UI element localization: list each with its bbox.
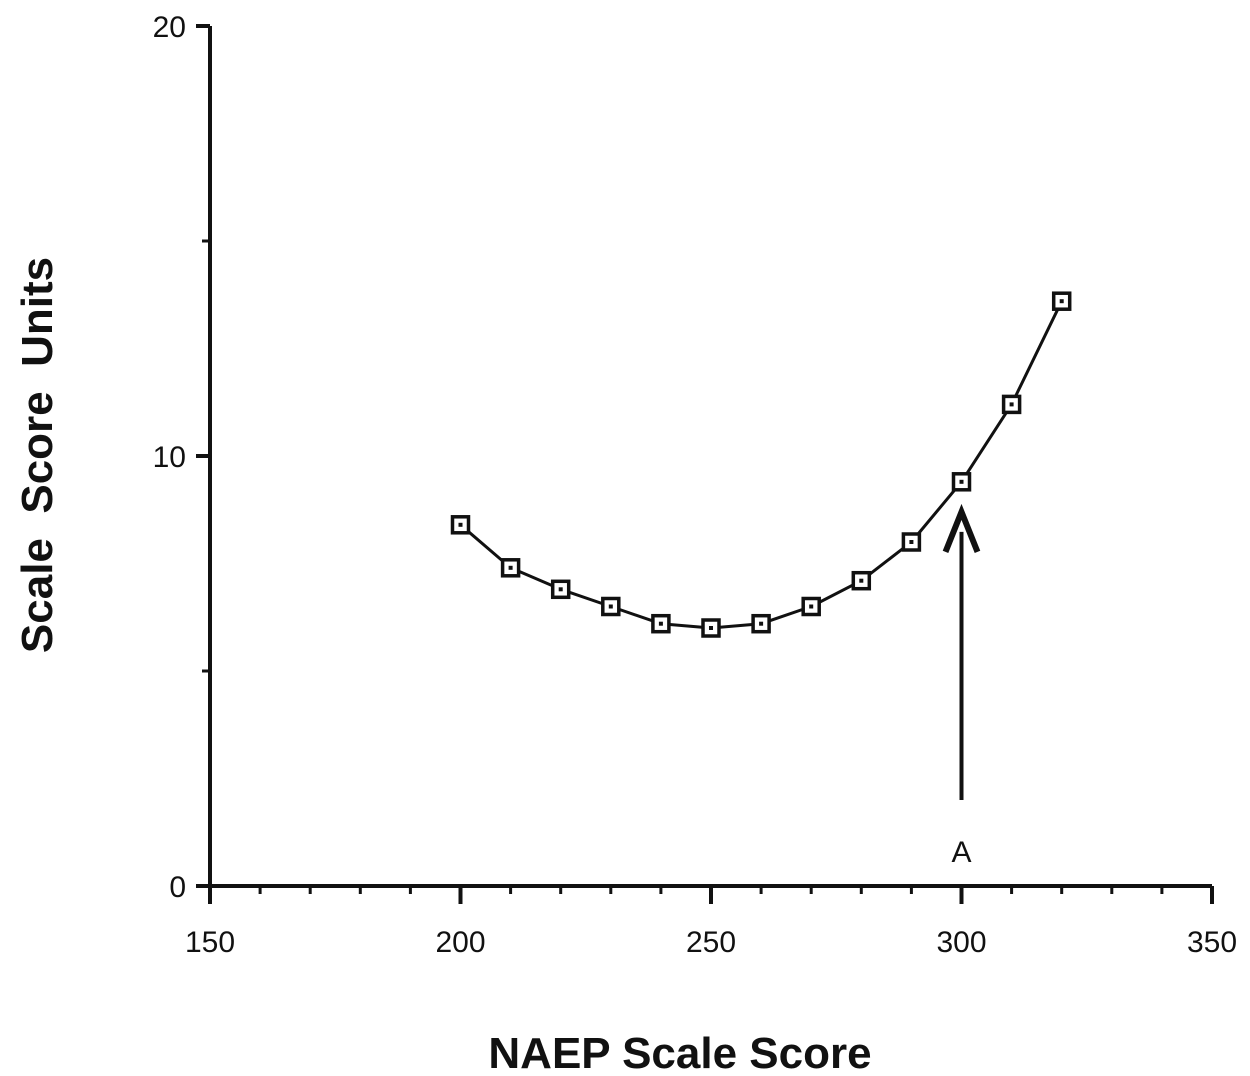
marker-dot: [608, 604, 613, 609]
data-point-marker: [951, 472, 972, 492]
marker-dot: [558, 587, 563, 592]
y-axis-title: Scale Score Units: [13, 257, 62, 653]
data-point-marker: [500, 558, 521, 578]
axes: [208, 26, 1212, 888]
data-point-marker: [1051, 291, 1072, 311]
marker-dot: [658, 621, 663, 626]
marker-dot: [909, 540, 914, 544]
annotation-label: A: [951, 836, 971, 869]
x-tick-label: 350: [1187, 926, 1237, 959]
y-tick-label: 10: [153, 441, 186, 474]
x-tick-label: 200: [435, 926, 485, 959]
marker-dot: [809, 604, 814, 609]
marker-dot: [859, 578, 864, 583]
marker-dot: [508, 565, 513, 570]
data-point-marker: [1001, 394, 1022, 415]
x-tick-label: 300: [936, 926, 986, 959]
tick-labels: 150 200 250 300 350 0 10 20: [153, 11, 1237, 959]
marker-dot: [458, 522, 463, 527]
y-tick-label: 0: [169, 871, 186, 904]
x-tick-label: 250: [686, 926, 736, 959]
data-point-marker: [901, 532, 922, 552]
marker-dot: [1009, 402, 1014, 407]
y-tick-label: 20: [153, 11, 186, 44]
annotation-arrow: A: [942, 503, 981, 869]
data-point-marker: [651, 613, 671, 634]
data-point-marker: [801, 596, 821, 617]
x-tick-label: 150: [185, 926, 235, 959]
axis-ticks: [196, 24, 1214, 904]
data-point-marker: [751, 613, 771, 634]
marker-dot: [759, 621, 764, 626]
series-layer: [450, 291, 1072, 638]
data-point-marker: [851, 570, 872, 591]
x-axis-title: NAEP Scale Score: [488, 1029, 871, 1076]
annotation-layer: A: [942, 503, 981, 869]
arrow-head: [942, 503, 981, 554]
data-point-marker: [550, 579, 571, 600]
marker-dot: [1059, 299, 1064, 304]
series-line: [459, 300, 1064, 630]
marker-dot: [959, 479, 964, 484]
data-point-marker: [450, 515, 471, 535]
data-point-marker: [601, 596, 621, 617]
data-point-marker: [701, 618, 721, 638]
marker-dot: [709, 626, 713, 630]
